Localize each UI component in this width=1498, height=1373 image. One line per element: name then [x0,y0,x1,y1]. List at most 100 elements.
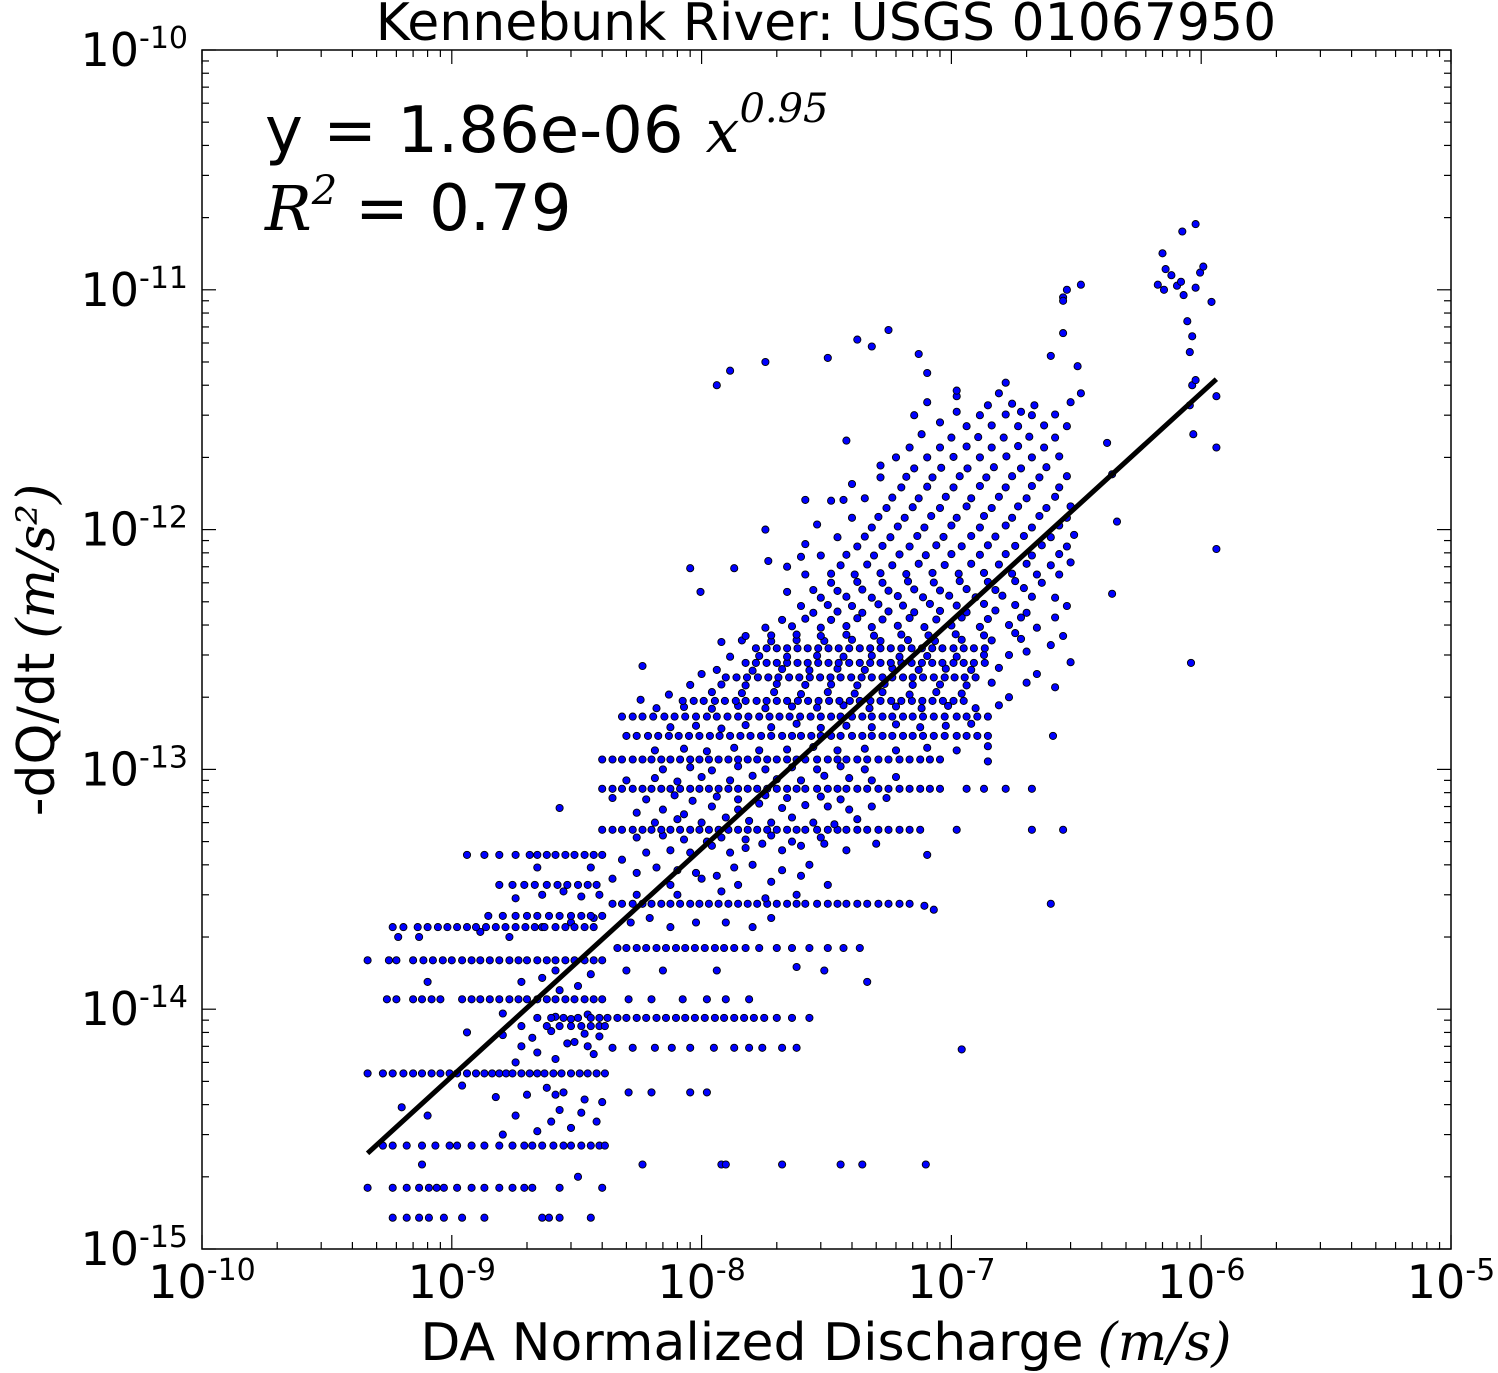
data-point [573,1172,583,1181]
data-point [918,593,928,602]
data-point [1022,647,1031,656]
data-point [905,443,914,452]
data-point [888,493,897,502]
data-point [598,825,607,834]
data-point [586,1141,595,1150]
data-point [847,601,857,611]
x-axis-label-text: DA Normalized Discharge [420,1313,1083,1373]
data-point [617,899,627,908]
data-point [814,644,823,653]
data-point [929,905,938,914]
data-point [842,550,851,559]
data-point [671,943,681,953]
data-point [914,559,923,568]
data-point [580,850,589,859]
data-point [767,877,776,886]
data-point [467,1183,476,1192]
data-point [695,825,704,834]
data-point [929,712,938,721]
data-point [823,943,832,953]
data-point [1032,570,1041,579]
data-point [736,731,745,740]
data-point [555,986,564,995]
data-point [1159,285,1169,294]
data-point [863,825,872,834]
data-point [847,673,856,682]
data-point [1027,592,1036,601]
x-axis-label: DA Normalized Discharge (m/s) [420,1313,1231,1373]
data-point [1011,600,1020,610]
data-point [704,784,713,793]
data-point [551,956,560,965]
data-point [1046,533,1055,542]
data-point [938,658,947,667]
data-point [905,542,914,551]
data-point [920,623,929,632]
data-point [521,923,530,932]
data-point [686,763,695,772]
data-point [801,570,810,579]
data-point [949,483,958,492]
data-point [967,559,976,568]
data-point [721,918,730,927]
data-point [570,923,579,932]
data-point [836,1160,845,1169]
data-point [695,899,704,908]
data-point [741,631,750,641]
data-point [823,600,832,610]
data-point [891,746,901,755]
data-point [897,696,906,705]
data-point [764,673,773,682]
data-point [453,923,462,932]
data-point [453,1141,462,1150]
data-point [681,1013,690,1022]
data-point [1062,601,1071,611]
data-point [916,723,925,732]
data-point [551,995,560,1004]
y-tick-label: 10-10 [80,21,188,77]
data-point [762,658,771,667]
data-point [820,839,829,848]
data-point [935,784,945,793]
data-point [743,755,752,764]
data-point [402,1213,411,1222]
data-point [643,731,653,740]
data-point [608,755,617,764]
data-point [575,1069,584,1078]
data-point [688,796,697,805]
data-point [595,1032,604,1041]
y-axis-units: (m/s²) [7,484,67,639]
data-point [935,503,945,513]
data-point [845,805,854,814]
data-point [767,723,776,732]
data-point [744,712,753,721]
data-point [388,1213,397,1222]
data-point [940,712,949,721]
data-point [476,995,485,1004]
data-point [887,696,896,705]
data-point [855,644,864,653]
data-point [813,703,822,712]
data-point [555,1213,564,1222]
data-point [409,956,418,965]
data-point [891,720,901,729]
data-point [895,550,904,559]
data-point [1062,422,1071,431]
data-point [730,564,739,573]
data-point [767,731,776,740]
data-point [715,731,724,740]
data-point [874,825,883,834]
data-point [867,593,876,602]
data-point [907,644,916,653]
data-point [783,784,792,793]
data-point [967,719,976,728]
data-point [704,825,713,834]
data-point [721,673,730,682]
x-tick-exponent: -8 [716,1253,746,1288]
data-point [533,850,542,859]
data-point [458,1213,467,1222]
data-point [745,995,754,1004]
data-point [638,784,647,793]
data-point [1032,623,1041,632]
data-point [514,995,523,1004]
